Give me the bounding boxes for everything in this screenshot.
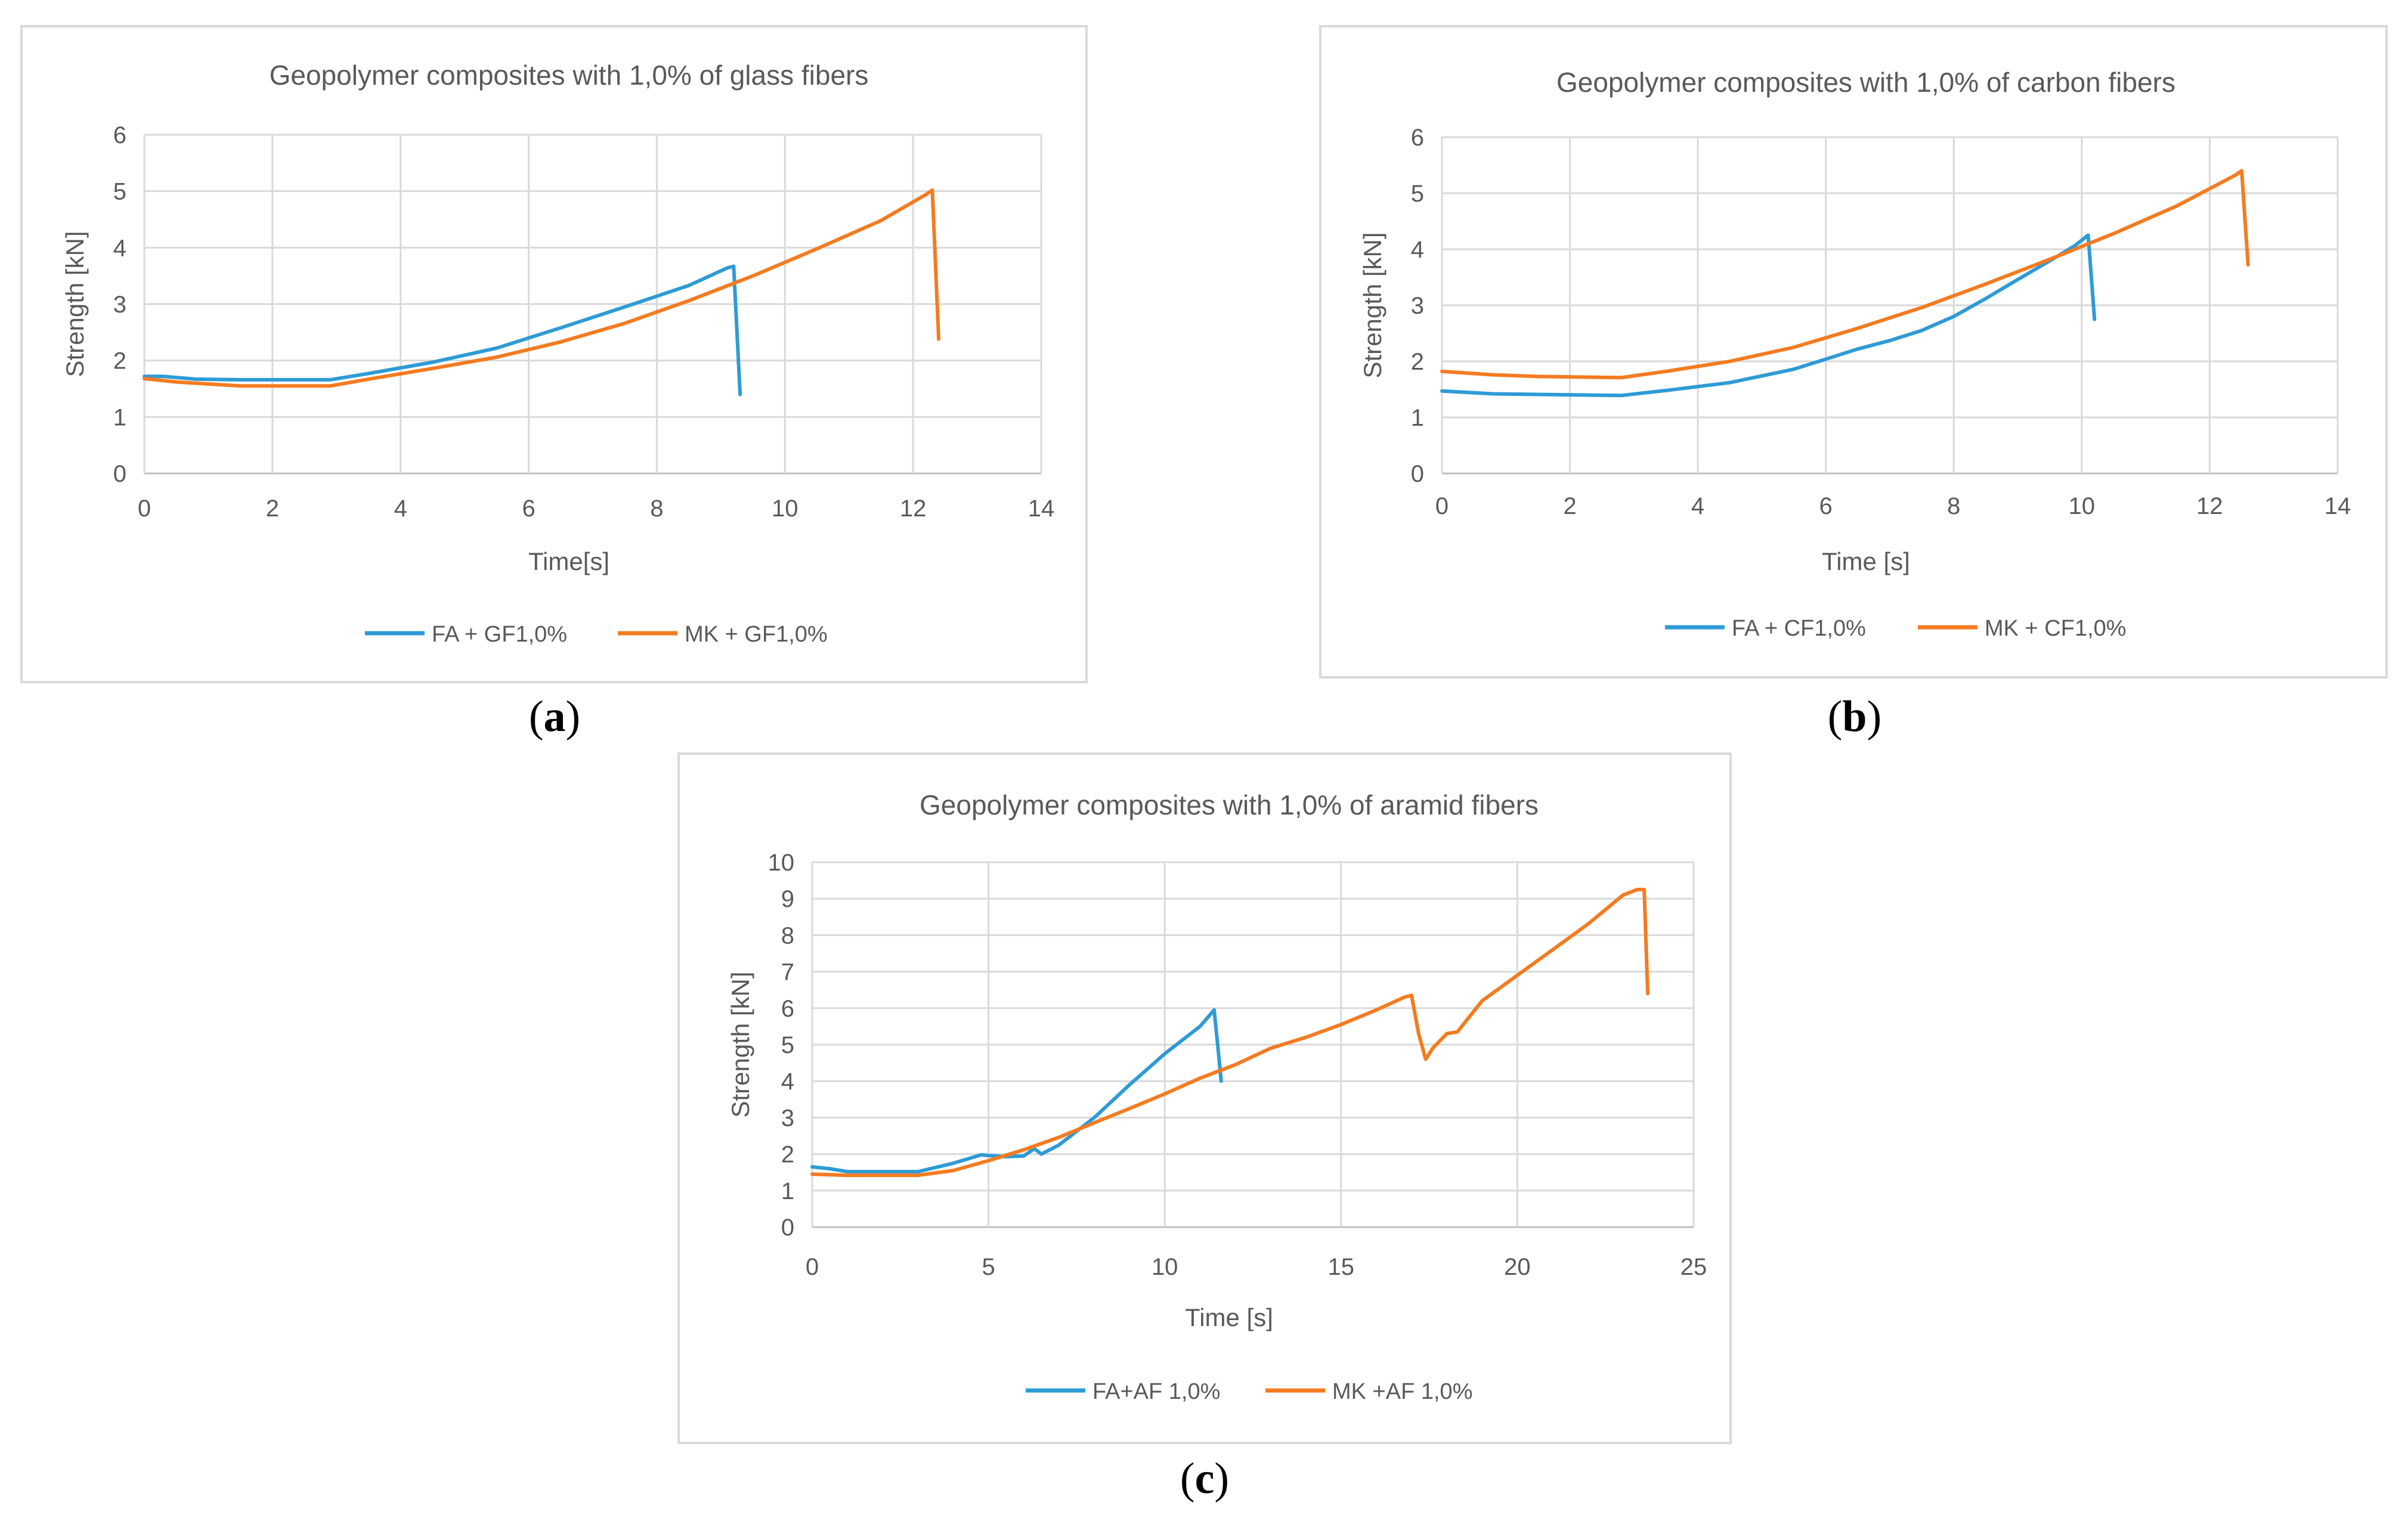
x-tick-label-c: 25 — [1680, 1254, 1707, 1280]
y-tick-label-a: 6 — [113, 122, 126, 148]
y-tick-label-c: 8 — [781, 922, 794, 949]
y-axis-label-c: Strength [kN] — [726, 971, 754, 1117]
y-tick-label-c: 4 — [781, 1068, 794, 1095]
y-tick-label-b: 1 — [1411, 405, 1424, 431]
x-tick-label-c: 20 — [1504, 1254, 1531, 1280]
y-tick-label-c: 6 — [781, 996, 794, 1022]
x-axis-label-a: Time[s] — [528, 547, 609, 575]
y-tick-label-c: 0 — [781, 1215, 794, 1241]
y-tick-label-b: 6 — [1411, 125, 1424, 151]
x-axis-label-b: Time [s] — [1822, 547, 1910, 575]
y-tick-label-a: 1 — [113, 404, 126, 430]
y-tick-label-c: 7 — [781, 959, 794, 986]
legend-label-b-1: MK + CF1,0% — [1985, 616, 2127, 641]
y-tick-label-a: 5 — [113, 179, 126, 205]
x-tick-label-c: 10 — [1152, 1254, 1178, 1280]
x-tick-label-a: 2 — [266, 495, 279, 522]
legend-label-c-0: FA+AF 1,0% — [1092, 1379, 1220, 1404]
x-tick-label-c: 15 — [1328, 1254, 1355, 1280]
x-tick-label-b: 2 — [1563, 493, 1576, 519]
y-tick-label-c: 5 — [781, 1032, 794, 1058]
x-tick-label-b: 4 — [1691, 493, 1704, 519]
y-tick-label-b: 0 — [1411, 461, 1424, 487]
x-tick-label-c: 0 — [806, 1254, 819, 1280]
x-tick-label-b: 14 — [2325, 493, 2351, 519]
y-tick-label-a: 2 — [113, 348, 126, 374]
x-tick-label-b: 10 — [2069, 493, 2096, 519]
y-tick-label-b: 2 — [1411, 349, 1424, 375]
y-tick-label-b: 3 — [1411, 293, 1424, 319]
x-tick-label-a: 8 — [650, 495, 663, 522]
series-line-c-mk — [810, 887, 1650, 1178]
sublabel-a: (a) — [528, 692, 581, 741]
legend-label-a-0: FA + GF1,0% — [432, 622, 567, 647]
legend-label-c-1: MK +AF 1,0% — [1332, 1379, 1472, 1404]
chart-title-a: Geopolymer composites with 1,0% of glass… — [270, 60, 869, 91]
x-tick-label-b: 6 — [1819, 493, 1833, 519]
x-tick-label-a: 14 — [1028, 495, 1055, 522]
chart-svg-b: Geopolymer composites with 1,0% of carbo… — [1358, 67, 2351, 641]
chart-svg-a: Geopolymer composites with 1,0% of glass… — [61, 60, 1055, 647]
x-tick-label-b: 0 — [1435, 493, 1448, 519]
x-axis-label-c: Time [s] — [1185, 1303, 1273, 1331]
series-line-a-mk — [143, 188, 941, 388]
y-tick-label-a: 4 — [113, 235, 126, 261]
chart-panel-b: Geopolymer composites with 1,0% of carbo… — [1319, 25, 2388, 679]
chart-svg-c: Geopolymer composites with 1,0% of arami… — [726, 789, 1707, 1404]
y-tick-label-c: 3 — [781, 1105, 794, 1131]
x-tick-label-a: 0 — [138, 495, 151, 522]
series-line-c-fa — [810, 1008, 1223, 1173]
x-tick-label-a: 6 — [522, 495, 535, 522]
x-tick-label-b: 8 — [1947, 493, 1960, 519]
chart-title-b: Geopolymer composites with 1,0% of carbo… — [1556, 67, 2175, 98]
x-tick-label-a: 4 — [394, 495, 407, 522]
sublabel-c: (c) — [1180, 1454, 1230, 1503]
y-tick-label-a: 3 — [113, 292, 126, 318]
y-tick-label-c: 9 — [781, 886, 794, 912]
y-tick-label-b: 4 — [1411, 237, 1424, 263]
chart-panel-c: Geopolymer composites with 1,0% of arami… — [677, 752, 1732, 1444]
chart-title-c: Geopolymer composites with 1,0% of arami… — [920, 789, 1539, 820]
x-tick-label-c: 5 — [982, 1254, 995, 1280]
y-tick-label-c: 2 — [781, 1142, 794, 1168]
y-axis-label-a: Strength [kN] — [61, 231, 89, 377]
x-tick-label-a: 10 — [772, 495, 798, 522]
series-line-a-fa — [143, 264, 742, 397]
x-tick-label-a: 12 — [900, 495, 927, 522]
legend-label-b-0: FA + CF1,0% — [1732, 616, 1866, 641]
legend-label-a-1: MK + GF1,0% — [685, 622, 828, 647]
y-axis-label-b: Strength [kN] — [1358, 232, 1386, 378]
x-tick-label-b: 12 — [2196, 493, 2223, 519]
series-line-b-mk — [1440, 169, 2250, 380]
chart-panel-a: Geopolymer composites with 1,0% of glass… — [20, 25, 1088, 683]
y-tick-label-c: 1 — [781, 1178, 794, 1204]
sublabel-b: (b) — [1827, 692, 1882, 741]
y-tick-label-b: 5 — [1411, 181, 1424, 207]
series-line-b-fa — [1440, 233, 2097, 398]
y-tick-label-a: 0 — [113, 461, 126, 487]
y-tick-label-c: 10 — [768, 850, 795, 876]
